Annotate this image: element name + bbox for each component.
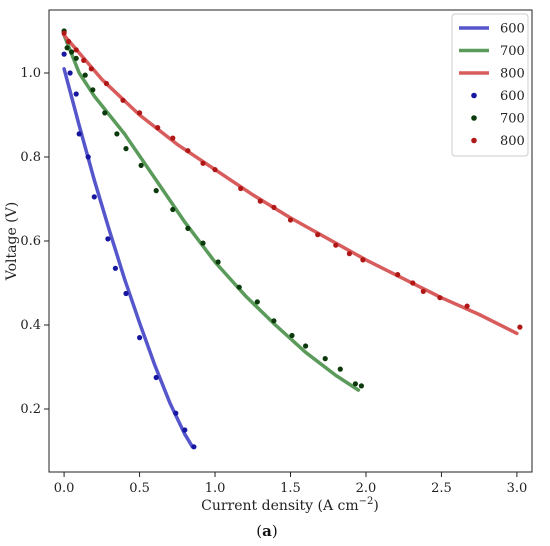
data-point-700 <box>82 72 88 78</box>
data-point-800 <box>120 97 126 103</box>
data-point-700 <box>289 332 295 339</box>
data-point-700 <box>170 206 176 213</box>
data-point-600 <box>76 131 82 137</box>
data-point-800 <box>346 251 352 257</box>
legend-label: 700 <box>500 44 525 59</box>
data-point-700 <box>64 45 70 51</box>
fit-lines <box>62 33 519 449</box>
data-point-700 <box>358 383 364 389</box>
legend-label: 600 <box>500 22 525 37</box>
x-tick-label: 1.5 <box>280 481 301 496</box>
data-point-600 <box>137 335 143 341</box>
data-point-700 <box>138 162 144 168</box>
data-point-800 <box>360 257 366 263</box>
data-point-800 <box>61 30 67 36</box>
data-point-800 <box>170 135 176 141</box>
x-tick-label: 3.0 <box>507 481 528 496</box>
data-point-800 <box>437 295 443 301</box>
data-point-600 <box>105 236 111 242</box>
data-point-700 <box>69 49 75 55</box>
x-axis-label: Current density (A cm−2) <box>201 496 379 514</box>
legend-label: 800 <box>500 134 525 149</box>
data-point-700 <box>123 146 129 152</box>
data-point-800 <box>395 272 401 278</box>
data-point-800 <box>185 148 191 154</box>
data-point-800 <box>410 280 416 286</box>
y-tick-label: 0.4 <box>20 318 41 333</box>
data-point-700 <box>102 110 108 116</box>
data-point-800 <box>333 242 339 248</box>
data-point-800 <box>464 303 470 309</box>
data-points <box>61 28 523 450</box>
x-tick-label: 2.5 <box>431 481 452 496</box>
y-tick-label: 0.6 <box>20 234 41 249</box>
data-point-600 <box>182 427 188 433</box>
x-axis-label-superscript: −2 <box>359 496 374 507</box>
data-point-700 <box>352 381 358 387</box>
legend: 600 700 800 600 700 800 <box>451 13 529 157</box>
axis-ticks: 0.0 0.5 1.0 1.5 2.0 2.5 3.0 0.2 0.4 0.6 0.8 1.0 <box>20 66 527 496</box>
data-point-800 <box>238 185 244 192</box>
data-point-800 <box>155 125 161 131</box>
data-point-800 <box>66 38 72 45</box>
data-point-800 <box>73 47 79 53</box>
y-tick-label: 0.2 <box>20 402 41 417</box>
x-tick-label: 2.0 <box>356 481 377 496</box>
x-tick-label: 0.0 <box>54 481 75 496</box>
data-point-600 <box>67 70 73 76</box>
data-point-800 <box>271 204 277 210</box>
data-point-700 <box>200 240 206 246</box>
legend-marker-800 <box>471 137 477 144</box>
legend-label: 600 <box>500 89 525 104</box>
y-tick-label: 0.8 <box>20 150 41 165</box>
data-point-700 <box>153 188 159 194</box>
data-point-800 <box>315 232 321 238</box>
data-point-700 <box>114 131 120 137</box>
legend-label: 800 <box>500 67 525 82</box>
data-point-700 <box>254 299 260 305</box>
fit-line-800 <box>62 33 519 336</box>
data-point-700 <box>215 259 221 265</box>
figure-caption: (a) <box>256 522 277 540</box>
data-point-800 <box>517 324 523 330</box>
data-point-600 <box>112 265 118 271</box>
data-point-600 <box>173 410 179 416</box>
data-point-700 <box>322 356 328 362</box>
x-axis-label-suffix: ) <box>373 498 378 514</box>
fit-line-600 <box>62 67 195 449</box>
data-point-700 <box>271 318 277 324</box>
data-point-800 <box>200 160 206 166</box>
legend-label: 700 <box>500 112 525 127</box>
figure-caption-letter: a <box>262 522 272 540</box>
fit-line-700 <box>62 33 361 392</box>
data-point-700 <box>185 225 191 231</box>
data-point-800 <box>257 198 263 204</box>
data-point-600 <box>61 51 67 57</box>
y-tick-label: 1.0 <box>20 66 41 81</box>
x-tick-label: 1.0 <box>205 481 226 496</box>
data-point-700 <box>236 284 242 290</box>
data-point-800 <box>212 167 218 173</box>
data-point-800 <box>137 110 143 116</box>
data-point-600 <box>73 91 79 97</box>
data-point-600 <box>85 154 91 160</box>
data-point-600 <box>91 194 97 200</box>
data-point-600 <box>191 444 197 450</box>
data-point-700 <box>303 343 309 349</box>
data-point-700 <box>73 55 79 61</box>
data-point-800 <box>88 66 94 72</box>
data-point-600 <box>153 374 159 381</box>
legend-marker-600 <box>471 92 477 99</box>
legend-marker-700 <box>471 115 477 121</box>
data-point-700 <box>337 366 343 372</box>
data-point-600 <box>123 290 129 297</box>
data-point-800 <box>103 80 109 87</box>
data-point-800 <box>420 288 426 294</box>
data-point-800 <box>81 57 87 64</box>
x-tick-label: 0.5 <box>129 481 150 496</box>
data-point-700 <box>90 87 96 93</box>
data-point-800 <box>287 217 294 223</box>
y-axis-label: Voltage (V) <box>4 202 20 281</box>
